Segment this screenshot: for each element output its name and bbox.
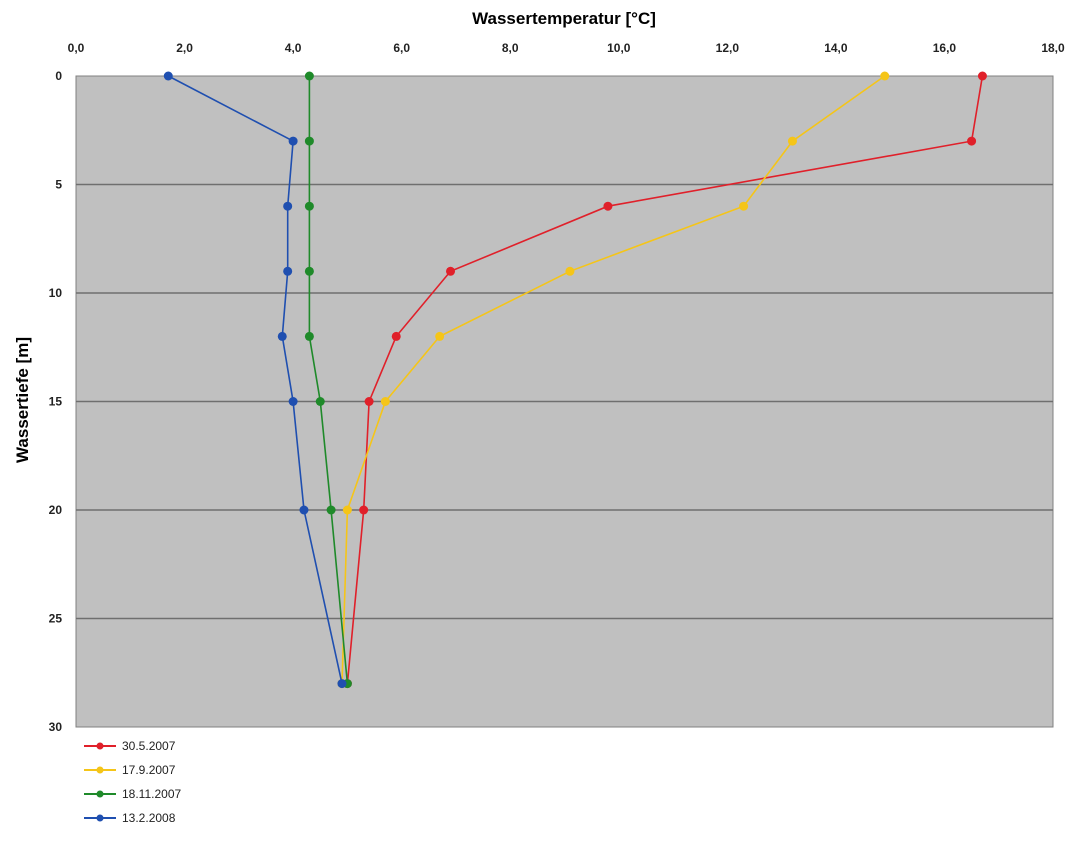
x-tick-label: 12,0 xyxy=(716,41,740,55)
y-tick-label: 25 xyxy=(49,612,63,626)
y-tick-label: 0 xyxy=(55,69,62,83)
data-point xyxy=(446,266,456,276)
x-tick-label: 16,0 xyxy=(933,41,957,55)
data-point xyxy=(304,266,314,276)
data-point xyxy=(364,397,374,406)
legend-swatch-marker xyxy=(96,814,104,822)
y-tick-label: 20 xyxy=(49,503,63,517)
legend-label: 13.2.2008 xyxy=(122,811,176,825)
data-point xyxy=(304,71,314,81)
legend-swatch-marker xyxy=(96,790,104,798)
y-tick-label: 30 xyxy=(49,720,63,734)
data-point xyxy=(283,266,293,276)
legend-label: 17.9.2007 xyxy=(122,763,176,777)
data-point xyxy=(565,266,575,276)
y-tick-label: 10 xyxy=(49,286,63,300)
data-point xyxy=(977,71,987,81)
x-axis-title: Wassertemperatur [°C] xyxy=(472,9,656,28)
legend-swatch-marker xyxy=(96,766,104,774)
legend-swatch-marker xyxy=(96,742,104,750)
legend-label: 18.11.2007 xyxy=(122,787,181,801)
data-point xyxy=(288,397,298,406)
data-point xyxy=(163,71,173,81)
data-point xyxy=(288,136,298,146)
series-line xyxy=(308,76,349,684)
data-point xyxy=(880,71,890,81)
x-tick-label: 10,0 xyxy=(607,41,631,55)
data-point xyxy=(391,331,401,341)
x-tick-labels: 0,0 2,0 4,0 6,0 8,0 10,0 12,0 14,0 16,0 18,0 xyxy=(68,41,1065,55)
y-axis-title: Wassertiefe [m] xyxy=(13,337,32,463)
x-tick-label: 0,0 xyxy=(68,41,85,55)
data-point xyxy=(337,679,347,689)
legend-item: 13.2.2008 xyxy=(84,811,176,825)
x-tick-label: 4,0 xyxy=(285,41,302,55)
data-point xyxy=(380,397,390,406)
x-tick-label: 6,0 xyxy=(393,41,410,55)
legend-label: 30.5.2007 xyxy=(122,739,176,753)
x-tick-label: 8,0 xyxy=(502,41,519,55)
data-point xyxy=(342,505,352,515)
series-line xyxy=(167,75,343,684)
y-tick-label: 5 xyxy=(55,178,62,192)
data-point xyxy=(315,397,325,406)
data-point xyxy=(299,505,309,515)
legend: 30.5.2007 17.9.2007 18.11.2007 13.2.2008 xyxy=(84,739,181,825)
data-point xyxy=(359,505,369,515)
data-point xyxy=(277,331,287,341)
data-point xyxy=(603,201,613,211)
legend-item: 18.11.2007 xyxy=(84,787,181,801)
data-point xyxy=(304,201,314,211)
series-lines xyxy=(163,71,987,689)
legend-item: 30.5.2007 xyxy=(84,739,176,753)
data-point xyxy=(304,331,314,341)
series-line xyxy=(341,75,886,684)
x-tick-label: 14,0 xyxy=(824,41,848,55)
data-point xyxy=(967,136,977,146)
data-point xyxy=(283,201,293,211)
data-point xyxy=(787,136,797,146)
data-point xyxy=(304,136,314,146)
legend-item: 17.9.2007 xyxy=(84,763,176,777)
grid-lines xyxy=(76,183,1053,620)
series-18.11.2007 xyxy=(304,71,352,689)
data-point xyxy=(739,201,749,211)
series-line xyxy=(346,75,984,684)
data-point xyxy=(326,505,336,515)
y-tick-labels: 0 5 10 15 20 25 30 xyxy=(49,69,63,734)
series-13.2.2008 xyxy=(163,71,347,689)
x-tick-label: 2,0 xyxy=(176,41,193,55)
x-tick-label: 18,0 xyxy=(1041,41,1065,55)
y-tick-label: 15 xyxy=(49,395,63,409)
data-point xyxy=(435,331,445,341)
